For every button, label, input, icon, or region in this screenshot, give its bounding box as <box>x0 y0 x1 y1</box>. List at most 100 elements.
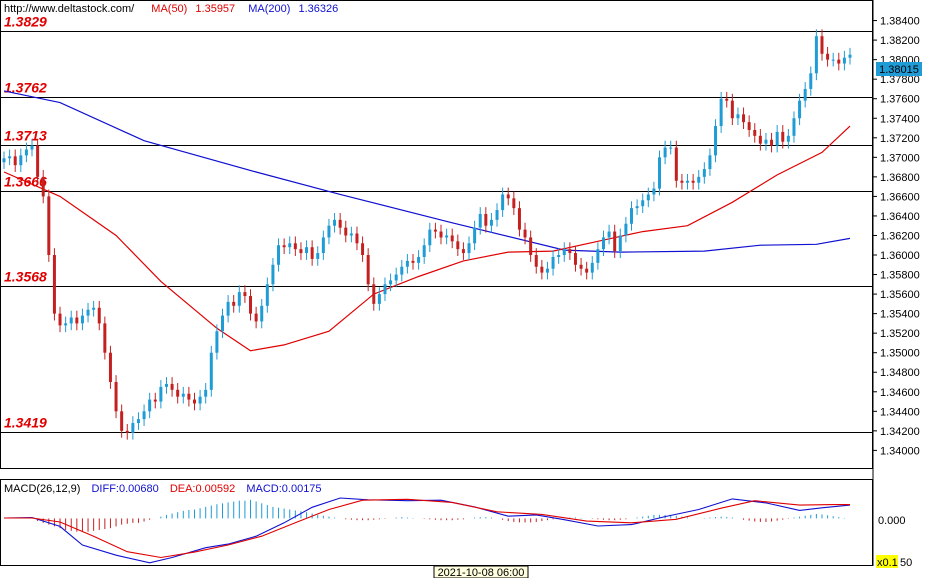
candle-body <box>232 301 236 306</box>
ma200-legend-value: 1.36326 <box>298 3 338 15</box>
candle <box>153 392 157 409</box>
ma50-line <box>3 125 851 352</box>
candle-body <box>293 243 297 250</box>
candle <box>181 386 185 404</box>
diff-legend-value: 0.00680 <box>119 483 159 495</box>
level-label: 1.3713 <box>4 128 47 144</box>
candle-body <box>361 243 365 256</box>
candle-body <box>450 235 454 242</box>
candle-body <box>209 352 213 390</box>
candle-body <box>349 233 353 236</box>
candle <box>142 404 146 426</box>
candle <box>641 193 645 214</box>
candle-body <box>786 135 790 142</box>
candle-body <box>473 227 477 244</box>
candle-body <box>333 219 337 226</box>
candle <box>792 111 796 143</box>
candle <box>562 242 566 262</box>
candle-body <box>422 245 426 257</box>
macd-value-legend-label: MACD: <box>246 483 281 495</box>
candle <box>708 148 712 176</box>
candle <box>484 207 488 233</box>
candle-body <box>557 255 561 257</box>
macd-zero-tick: 0.000 <box>878 515 906 527</box>
price-tick-label: 1.37200 <box>880 133 920 145</box>
price-tick-label: 1.36000 <box>880 250 920 262</box>
price-tick-label: 1.34200 <box>880 426 920 438</box>
candle <box>349 226 353 243</box>
candle <box>260 298 264 329</box>
candle-body <box>669 147 673 149</box>
candle <box>686 173 690 190</box>
candle <box>58 306 62 333</box>
current-price-label: 1.38015 <box>879 64 919 76</box>
candle <box>501 187 505 217</box>
candle <box>75 310 79 331</box>
candle-body <box>736 114 740 119</box>
candle-body <box>585 268 589 273</box>
candle-body <box>288 243 292 248</box>
candle-body <box>439 231 443 238</box>
ma50-legend-label: MA(50) <box>151 3 187 15</box>
candle <box>271 257 275 292</box>
candle <box>417 250 421 270</box>
candle <box>288 236 292 255</box>
candle <box>814 29 818 81</box>
candle-body <box>142 411 146 420</box>
candle <box>36 138 40 184</box>
candle-body <box>658 157 662 189</box>
candle <box>691 173 695 190</box>
candle <box>545 261 549 280</box>
candle-body <box>271 264 275 285</box>
candle <box>69 310 73 331</box>
candle <box>719 91 723 133</box>
candle-body <box>383 284 387 295</box>
candle-body <box>19 155 23 166</box>
candle <box>316 246 320 266</box>
candle-body <box>551 256 555 269</box>
ma200-path <box>3 90 851 253</box>
candle-body <box>663 147 667 158</box>
candle <box>344 220 348 243</box>
candle-body <box>590 262 594 273</box>
candle-body <box>58 313 62 326</box>
price-tick-label: 1.34400 <box>880 406 920 418</box>
candle <box>461 242 465 260</box>
candle <box>445 228 449 245</box>
candle <box>310 240 314 266</box>
candle <box>831 52 835 67</box>
candle-body <box>80 315 84 324</box>
price-tick-label: 1.36200 <box>880 230 920 242</box>
candle-body <box>506 194 510 199</box>
candle-body <box>714 126 718 156</box>
price-tick-label: 1.34600 <box>880 387 920 399</box>
candle-body <box>69 317 73 324</box>
candle <box>467 236 471 260</box>
candle <box>439 224 443 245</box>
candle-body <box>176 389 180 397</box>
candle-body <box>579 264 583 269</box>
site-url[interactable]: http://www.deltastock.com/ <box>4 3 135 15</box>
candle-body <box>310 247 314 259</box>
candle <box>473 220 477 251</box>
candle <box>187 386 191 407</box>
macd-diff-line <box>3 497 851 564</box>
price-tick-label: 1.38200 <box>880 35 920 47</box>
candle-body <box>624 223 628 236</box>
candle <box>400 259 404 282</box>
price-tick-label: 1.35600 <box>880 289 920 301</box>
candle-body <box>820 36 824 54</box>
candle <box>747 115 751 137</box>
candle-body <box>445 235 449 238</box>
candle-body <box>181 393 185 397</box>
candle-body <box>131 423 135 433</box>
candle-body <box>792 118 796 136</box>
candle-body <box>170 383 174 390</box>
candle <box>125 424 129 440</box>
candle <box>198 389 202 411</box>
candle <box>64 316 68 333</box>
candle <box>714 119 718 163</box>
candle-body <box>758 135 762 144</box>
candle <box>80 308 84 331</box>
candle <box>277 238 281 272</box>
